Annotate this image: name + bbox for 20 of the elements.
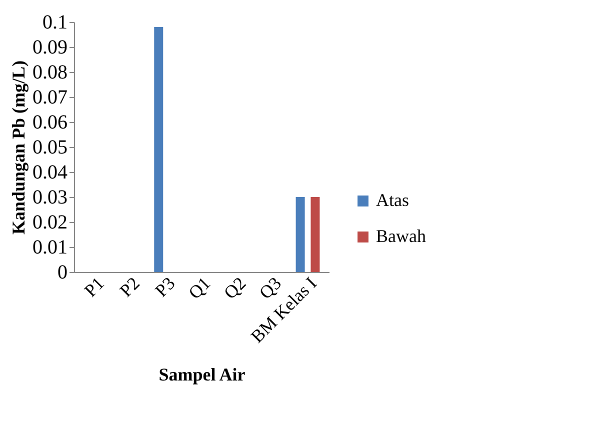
y-tick-label: 0.03 [32, 186, 68, 208]
x-tick-label: P3 [151, 273, 179, 301]
y-tick-label: 0.02 [32, 212, 68, 234]
y-tick-label: 0.07 [32, 86, 68, 108]
x-tick-label: P1 [80, 273, 108, 301]
x-tick-label: Q2 [220, 273, 250, 303]
x-tick-label: Q1 [184, 273, 214, 303]
y-tick-label: 0.05 [32, 136, 68, 158]
y-tick-label: 0.08 [32, 62, 68, 84]
y-tick-label: 0.09 [32, 36, 68, 58]
x-axis-title: Sampel Air [158, 364, 246, 385]
y-tick-label: 0.1 [42, 12, 68, 34]
y-tick-label: 0.01 [32, 236, 68, 258]
y-tick-label: 0 [58, 262, 68, 284]
y-axis-title: Kandungan Pb (mg/L) [8, 60, 28, 235]
y-tick-label: 0.06 [32, 112, 68, 134]
legend-label: Atas [376, 190, 409, 210]
legend-label: Bawah [376, 226, 426, 246]
y-tick-label: 0.04 [32, 162, 68, 184]
x-tick-label: P2 [116, 273, 144, 301]
